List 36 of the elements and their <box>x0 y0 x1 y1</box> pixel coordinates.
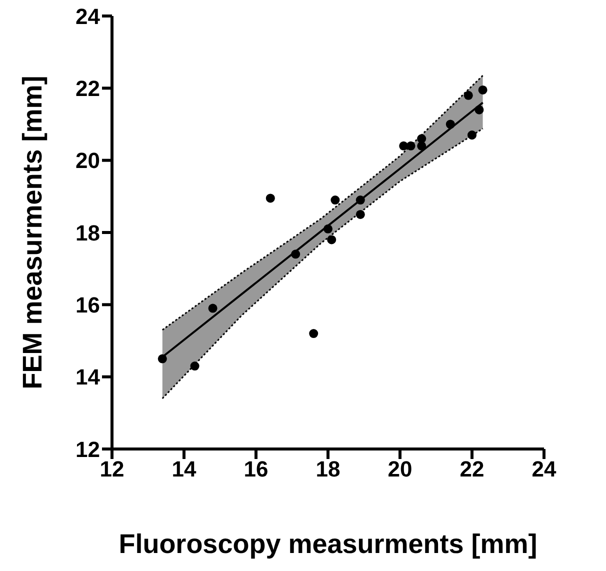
x-tick-label: 20 <box>388 456 412 482</box>
y-tick-label: 22 <box>76 76 100 101</box>
y-tick-label: 16 <box>76 292 100 318</box>
line-series <box>162 128 484 400</box>
point <box>406 141 416 150</box>
point <box>323 224 333 234</box>
x-tick-label: 24 <box>532 456 557 482</box>
point <box>291 250 300 259</box>
y-tick-label: 24 <box>76 4 101 29</box>
point <box>478 85 488 94</box>
x-tick-label: 16 <box>244 456 268 482</box>
y-tick-label: 20 <box>76 148 100 174</box>
point <box>190 362 200 371</box>
x-axis-title: Fluoroscopy measurments [mm] <box>118 529 538 559</box>
point <box>446 120 455 129</box>
x-tick-label: 14 <box>172 456 197 482</box>
x-tick-label: 18 <box>316 456 340 482</box>
point <box>464 90 473 100</box>
point <box>309 329 318 338</box>
x-tick-label: 12 <box>100 456 124 482</box>
line-series <box>162 74 484 331</box>
point <box>417 134 426 144</box>
point <box>327 235 336 244</box>
point <box>467 130 477 140</box>
point <box>266 194 275 203</box>
point <box>208 304 218 313</box>
y-axis-title: FEM measurments [mm] <box>18 76 48 390</box>
y-tick-label: 14 <box>76 364 101 390</box>
point <box>158 354 167 364</box>
x-tick-label: 22 <box>460 456 484 482</box>
point <box>330 196 340 205</box>
point <box>356 210 365 219</box>
point <box>356 196 365 205</box>
point <box>474 105 484 114</box>
y-tick-label: 18 <box>76 220 100 246</box>
y-tick-label: 12 <box>76 436 100 462</box>
